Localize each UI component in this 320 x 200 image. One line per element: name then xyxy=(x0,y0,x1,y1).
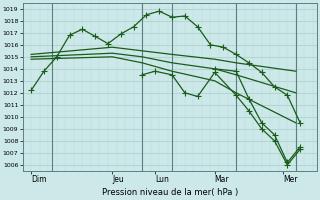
X-axis label: Pression niveau de la mer( hPa ): Pression niveau de la mer( hPa ) xyxy=(102,188,238,197)
